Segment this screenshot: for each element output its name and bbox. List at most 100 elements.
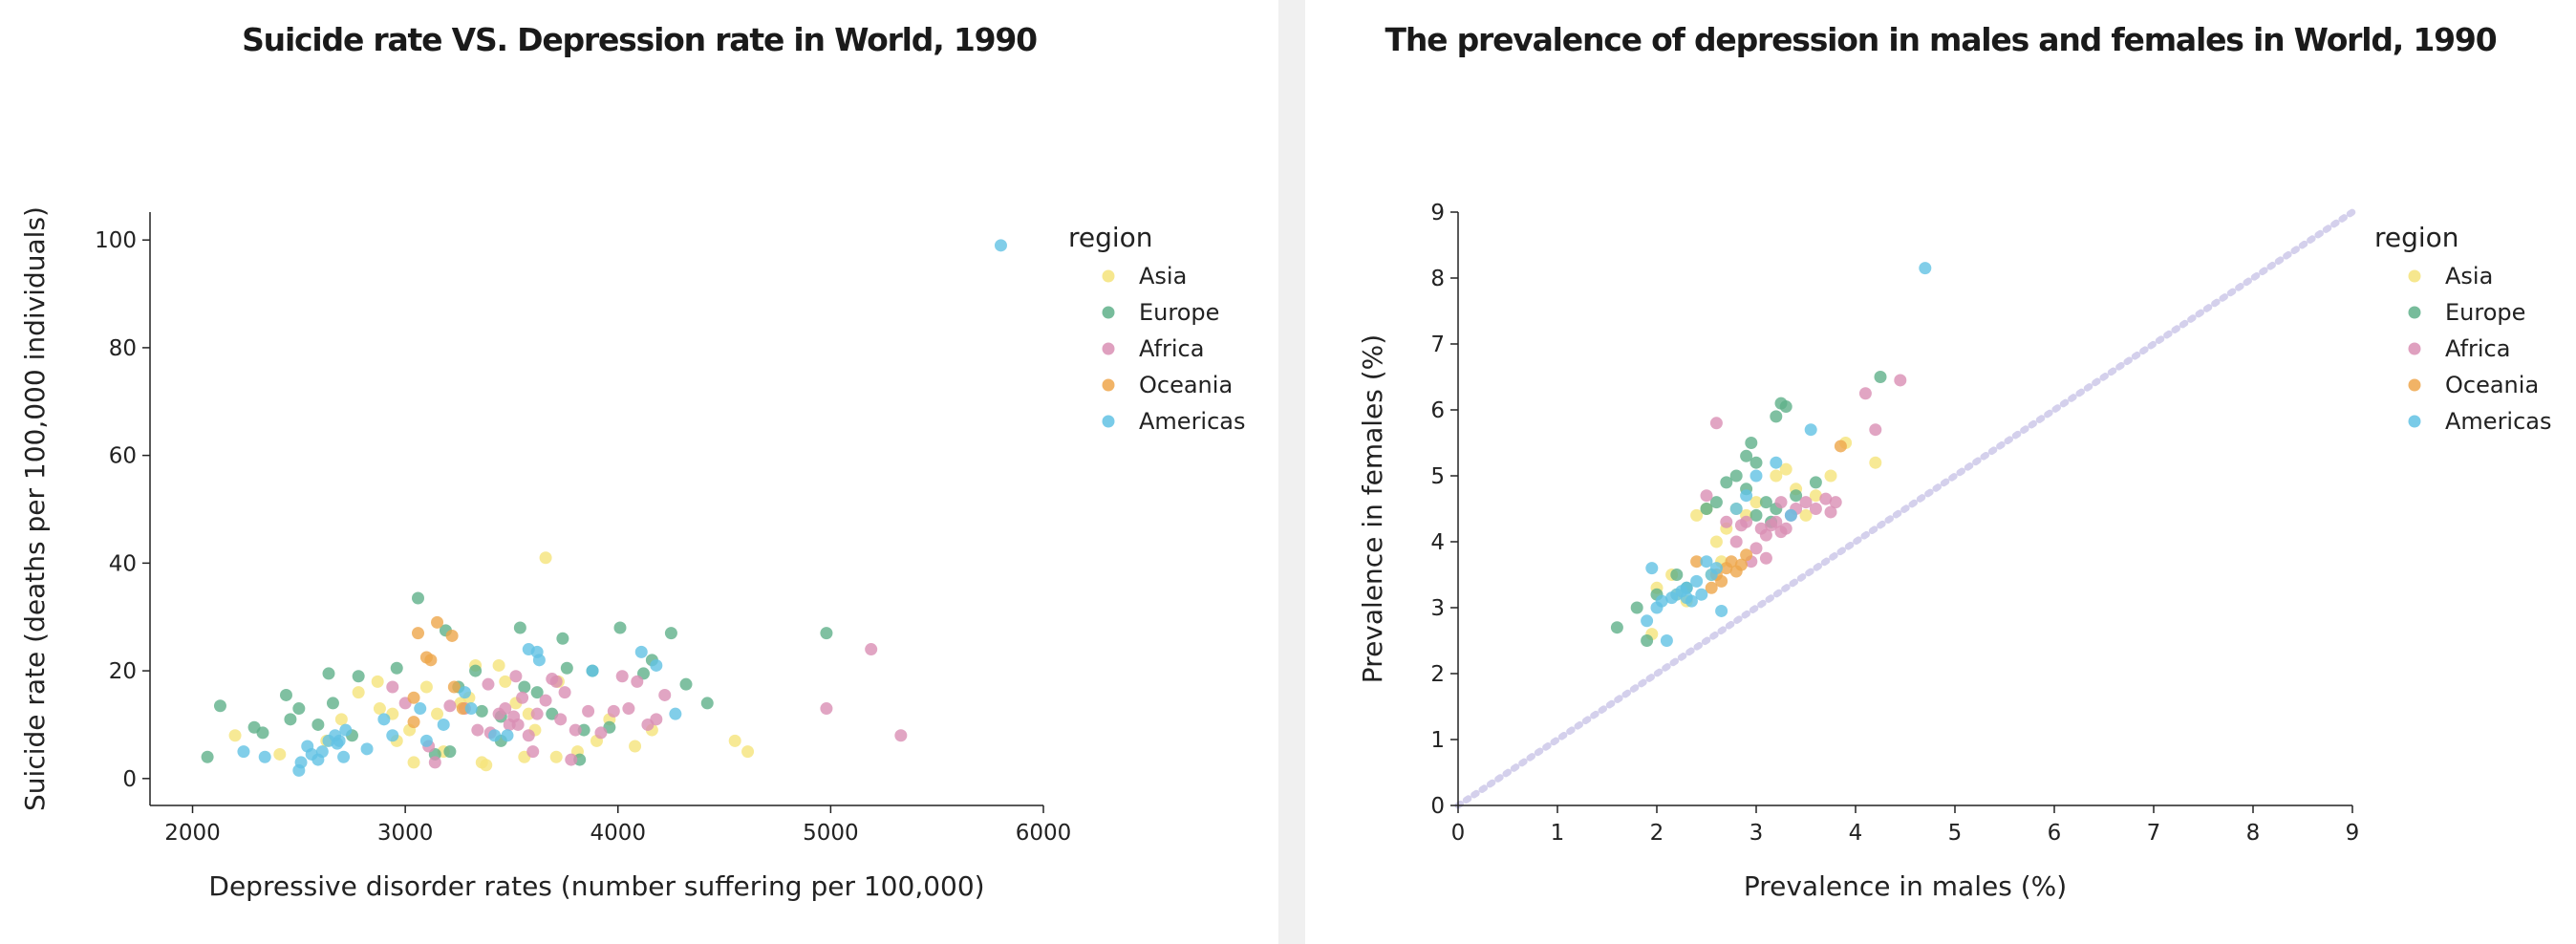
data-point-americas — [1641, 614, 1654, 628]
data-point-americas — [360, 742, 374, 756]
y-tick-label: 8 — [1430, 267, 1445, 291]
data-point-europe — [664, 627, 677, 640]
data-point-oceania — [407, 691, 420, 704]
legend-marker-europe — [2408, 306, 2421, 319]
data-point-asia — [431, 707, 444, 720]
data-point-africa — [1869, 423, 1882, 437]
data-point-oceania — [1834, 440, 1847, 453]
data-point-africa — [558, 686, 571, 699]
data-point-europe — [560, 661, 573, 675]
data-point-europe — [1709, 496, 1723, 509]
legend-marker-americas — [1102, 415, 1115, 428]
data-point-americas — [1700, 555, 1713, 569]
data-point-africa — [530, 707, 544, 720]
data-point-europe — [1809, 476, 1822, 489]
data-point-africa — [522, 729, 535, 742]
data-point-europe — [256, 726, 269, 740]
data-point-americas — [311, 753, 325, 766]
data-point-africa — [1799, 496, 1813, 509]
data-point-asia — [741, 745, 755, 759]
data-point-africa — [1894, 374, 1907, 387]
legend-label-europe: Europe — [2445, 299, 2525, 326]
y-tick-label: 60 — [109, 444, 137, 469]
data-point-africa — [607, 704, 620, 718]
data-point-europe — [1720, 476, 1733, 489]
data-point-africa — [631, 675, 644, 688]
data-point-americas — [501, 729, 514, 742]
data-point-europe — [513, 621, 526, 634]
data-point-americas — [458, 686, 471, 699]
scatter-plot-right: 0 1 2 3 4 5 6 7 8 9 0 1 2 3 4 5 6 7 8 9 Prevalence in males … — [1357, 201, 2552, 902]
data-point-europe — [284, 713, 297, 726]
data-point-asia — [1809, 489, 1822, 503]
data-point-africa — [443, 699, 457, 713]
data-point-africa — [1759, 528, 1772, 542]
data-point-asia — [371, 675, 384, 688]
data-point-americas — [1750, 469, 1763, 483]
x-tick-label: 7 — [2147, 821, 2161, 846]
data-point-africa — [549, 675, 563, 688]
data-point-americas — [634, 645, 648, 658]
data-point-europe — [700, 697, 714, 710]
legend-marker-asia — [1102, 269, 1115, 283]
chart-panel-right: The prevalence of depression in males an… — [1305, 0, 2576, 944]
data-point-europe — [213, 699, 226, 713]
data-point-europe — [1770, 410, 1783, 423]
data-point-europe — [443, 745, 457, 759]
data-point-europe — [1745, 437, 1758, 449]
data-point-africa — [428, 756, 441, 769]
data-point-europe — [352, 670, 365, 683]
data-point-africa — [386, 680, 399, 694]
data-point-europe — [279, 688, 292, 701]
data-point-europe — [573, 753, 587, 766]
data-point-africa — [582, 704, 595, 718]
data-point-africa — [565, 753, 578, 766]
data-point-asia — [629, 740, 642, 753]
data-point-europe — [1740, 449, 1753, 462]
data-point-oceania — [1740, 548, 1753, 562]
chart-panel-left: Suicide rate VS. Depression rate in Worl… — [0, 0, 1278, 944]
x-tick-label: 1 — [1551, 821, 1565, 846]
legend-marker-europe — [1102, 306, 1115, 319]
chart-title-left: Suicide rate VS. Depression rate in Worl… — [242, 21, 1038, 58]
data-point-americas — [386, 729, 399, 742]
data-point-americas — [377, 713, 391, 726]
data-point-africa — [1774, 496, 1788, 509]
data-point-africa — [1809, 503, 1822, 515]
data-point-africa — [1779, 522, 1792, 535]
data-point-oceania — [447, 680, 461, 694]
legend-label-asia: Asia — [1139, 263, 1187, 290]
data-point-asia — [1824, 469, 1837, 483]
data-point-africa — [658, 688, 672, 701]
data-point-asia — [407, 756, 420, 769]
y-tick-label: 6 — [1430, 398, 1445, 423]
legend-label-africa: Africa — [2445, 335, 2510, 362]
y-axis-label: Suicide rate (deaths per 100,000 individ… — [19, 206, 51, 811]
data-point-europe — [292, 702, 306, 716]
x-tick-label: 4000 — [590, 821, 646, 846]
data-point-africa — [820, 702, 833, 716]
data-point-europe — [201, 750, 214, 763]
data-point-oceania — [407, 716, 420, 729]
y-tick-label: 7 — [1430, 333, 1445, 357]
x-axis-label: Prevalence in males (%) — [1744, 870, 2067, 902]
data-point-europe — [1670, 569, 1684, 581]
y-axis-label: Prevalence in females (%) — [1357, 334, 1388, 683]
legend-label-asia: Asia — [2445, 263, 2493, 290]
data-point-americas — [1709, 562, 1723, 575]
legend-label-americas: Americas — [1139, 408, 1246, 435]
data-point-americas — [1680, 581, 1693, 594]
data-point-oceania — [456, 702, 469, 716]
data-point-americas — [994, 239, 1007, 252]
legend-marker-asia — [2408, 269, 2421, 283]
data-point-americas — [1715, 604, 1728, 617]
data-point-africa — [499, 702, 512, 716]
data-point-asia — [549, 750, 563, 763]
data-point-americas — [237, 745, 250, 759]
data-point-europe — [577, 723, 590, 737]
data-point-africa — [1709, 417, 1723, 430]
y-tick-label: 0 — [122, 767, 137, 792]
legend-title: region — [1068, 222, 1153, 253]
data-point-asia — [228, 729, 242, 742]
legend-marker-africa — [1102, 342, 1115, 355]
